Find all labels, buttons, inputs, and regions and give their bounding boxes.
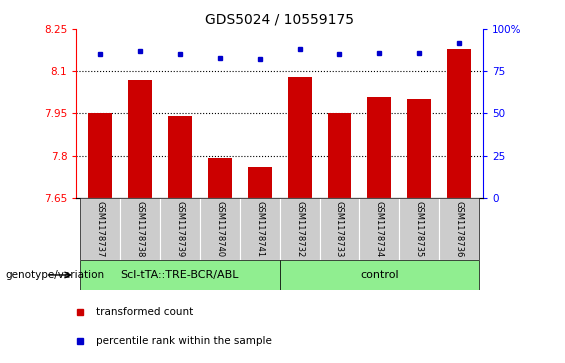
Bar bbox=[359, 198, 399, 260]
Bar bbox=[407, 99, 431, 198]
Bar bbox=[328, 114, 351, 198]
Bar bbox=[399, 198, 439, 260]
Bar bbox=[367, 97, 392, 198]
Text: GSM1178739: GSM1178739 bbox=[176, 201, 184, 257]
Title: GDS5024 / 10559175: GDS5024 / 10559175 bbox=[205, 12, 354, 26]
Bar bbox=[240, 198, 280, 260]
Bar bbox=[128, 79, 152, 198]
Bar bbox=[160, 198, 200, 260]
Bar bbox=[200, 198, 240, 260]
Text: GSM1178741: GSM1178741 bbox=[255, 201, 264, 257]
Text: percentile rank within the sample: percentile rank within the sample bbox=[96, 336, 272, 346]
Bar bbox=[80, 260, 280, 290]
Text: GSM1178737: GSM1178737 bbox=[95, 200, 105, 257]
Bar bbox=[168, 116, 192, 198]
Text: GSM1178740: GSM1178740 bbox=[215, 201, 224, 257]
Bar bbox=[439, 198, 479, 260]
Text: GSM1178738: GSM1178738 bbox=[136, 200, 145, 257]
Bar bbox=[80, 198, 120, 260]
Bar bbox=[280, 260, 479, 290]
Text: GSM1178735: GSM1178735 bbox=[415, 201, 424, 257]
Text: GSM1178734: GSM1178734 bbox=[375, 201, 384, 257]
Bar bbox=[248, 167, 272, 198]
Text: GSM1178736: GSM1178736 bbox=[455, 200, 464, 257]
Text: GSM1178732: GSM1178732 bbox=[295, 201, 304, 257]
Text: genotype/variation: genotype/variation bbox=[6, 270, 105, 280]
Bar bbox=[88, 114, 112, 198]
Bar bbox=[320, 198, 359, 260]
Bar bbox=[208, 159, 232, 198]
Bar bbox=[120, 198, 160, 260]
Text: GSM1178733: GSM1178733 bbox=[335, 200, 344, 257]
Bar bbox=[288, 77, 311, 198]
Text: transformed count: transformed count bbox=[96, 307, 193, 317]
Text: Scl-tTA::TRE-BCR/ABL: Scl-tTA::TRE-BCR/ABL bbox=[121, 270, 239, 280]
Text: control: control bbox=[360, 270, 399, 280]
Bar bbox=[280, 198, 320, 260]
Bar bbox=[447, 49, 471, 198]
